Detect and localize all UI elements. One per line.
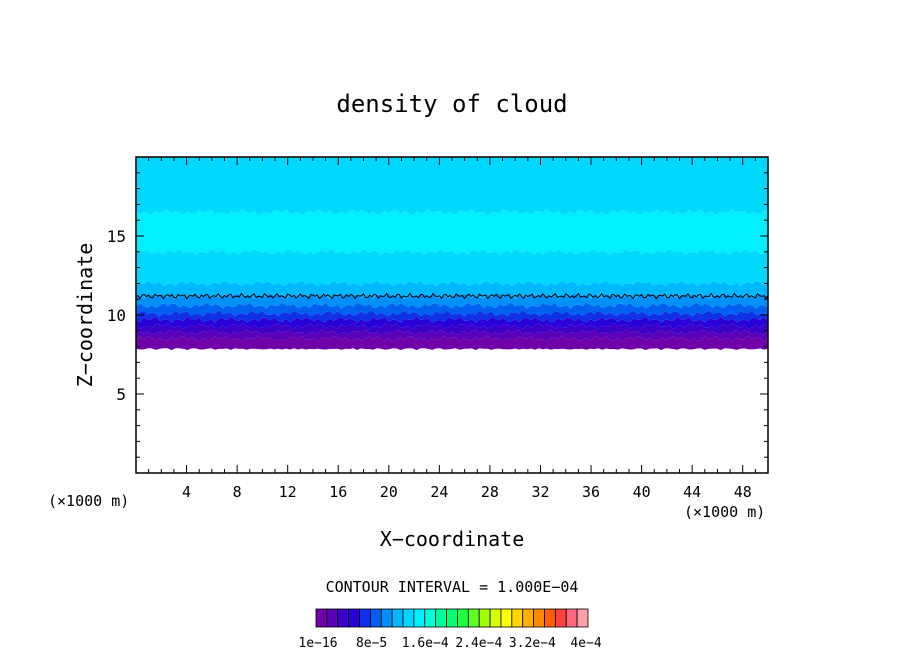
- colorbar-label: 3.2e−4: [509, 636, 556, 651]
- contour-interval-text: CONTOUR INTERVAL = 1.000E−04: [326, 578, 579, 596]
- x-tick-label: 44: [683, 483, 701, 501]
- heatmap-layer: [136, 248, 768, 287]
- x-axis-label: X−coordinate: [380, 527, 525, 551]
- colorbar-swatch: [380, 608, 393, 628]
- y-tick-label: 5: [116, 385, 126, 404]
- colorbar-label: 1e−16: [298, 636, 337, 651]
- colorbar: [315, 608, 589, 628]
- x-tick-label: 4: [182, 483, 191, 501]
- colorbar-labels: 1e−16 8e−5 1.6e−4 2.4e−4 3.2e−4 4e−4: [298, 636, 601, 651]
- contour-line: [136, 292, 768, 300]
- colorbar-swatch: [489, 608, 502, 628]
- colorbar-swatch: [359, 608, 371, 628]
- colorbar-label: 1.6e−4: [402, 636, 449, 651]
- y-axis-label: Z−coordinate: [73, 243, 97, 388]
- colorbar-swatch: [565, 608, 578, 628]
- heatmap-layer: [136, 329, 768, 342]
- x-tick-label: 36: [582, 483, 600, 501]
- colorbar-swatch: [544, 608, 556, 628]
- colorbar-swatch: [435, 608, 447, 628]
- x-tick-label: 12: [279, 483, 297, 501]
- chart-title: density of cloud: [336, 90, 567, 118]
- colorbar-swatch: [511, 608, 524, 628]
- colorbar-swatch: [413, 608, 426, 628]
- x-tick-label: 8: [233, 483, 242, 501]
- colorbar-swatch: [576, 608, 589, 628]
- y-tick-label: 10: [107, 306, 126, 325]
- heatmap-layer: [136, 302, 768, 317]
- colorbar-label: 2.4e−4: [455, 636, 502, 651]
- y-tick-label: 15: [107, 227, 126, 246]
- heatmap-layer: [136, 280, 768, 300]
- colorbar-swatch: [500, 608, 513, 628]
- colorbar-swatch: [522, 608, 534, 628]
- x-tick-label: 24: [430, 483, 448, 501]
- x-tick-label: 32: [531, 483, 549, 501]
- x-unit-label: (×1000 m): [684, 503, 765, 521]
- x-tick-label: 28: [481, 483, 499, 501]
- colorbar-swatch: [478, 608, 491, 628]
- colorbar-swatch: [424, 608, 437, 628]
- colorbar-swatch: [446, 608, 458, 628]
- colorbar-swatch: [369, 608, 382, 628]
- x-tick-label: 20: [380, 483, 398, 501]
- colorbar-swatch: [402, 608, 415, 628]
- heatmap-layer: [136, 323, 768, 336]
- y-unit-label: (×1000 m): [48, 492, 129, 510]
- colorbar-swatch: [467, 608, 480, 628]
- y-axis-ticks: 5 10 15: [107, 172, 768, 458]
- colorbar-swatch: [348, 608, 360, 628]
- colorbar-swatch: [457, 608, 469, 628]
- heatmap-layer: [136, 292, 768, 309]
- x-tick-label: 16: [329, 483, 347, 501]
- heatmap-layer: [136, 310, 768, 323]
- colorbar-label: 8e−5: [356, 636, 387, 651]
- x-tick-label: 40: [633, 483, 651, 501]
- heatmap-layer: [136, 316, 768, 330]
- colorbar-label: 4e−4: [570, 636, 601, 651]
- colorbar-swatch: [554, 608, 567, 628]
- heatmap-layer: [136, 157, 768, 216]
- colorbar-swatch: [315, 608, 328, 628]
- heatmap-layer: [136, 335, 768, 351]
- x-tick-label: 48: [734, 483, 752, 501]
- colorbar-swatch: [391, 608, 404, 628]
- colorbar-swatch: [337, 608, 350, 628]
- colorbar-swatch: [326, 608, 339, 628]
- heatmap-layer: [136, 209, 768, 255]
- heatmap-layers: [136, 157, 768, 351]
- colorbar-swatch: [533, 608, 545, 628]
- x-axis-ticks: 4 8 12 16 20 24 28 32 36 40 44 48: [148, 157, 756, 501]
